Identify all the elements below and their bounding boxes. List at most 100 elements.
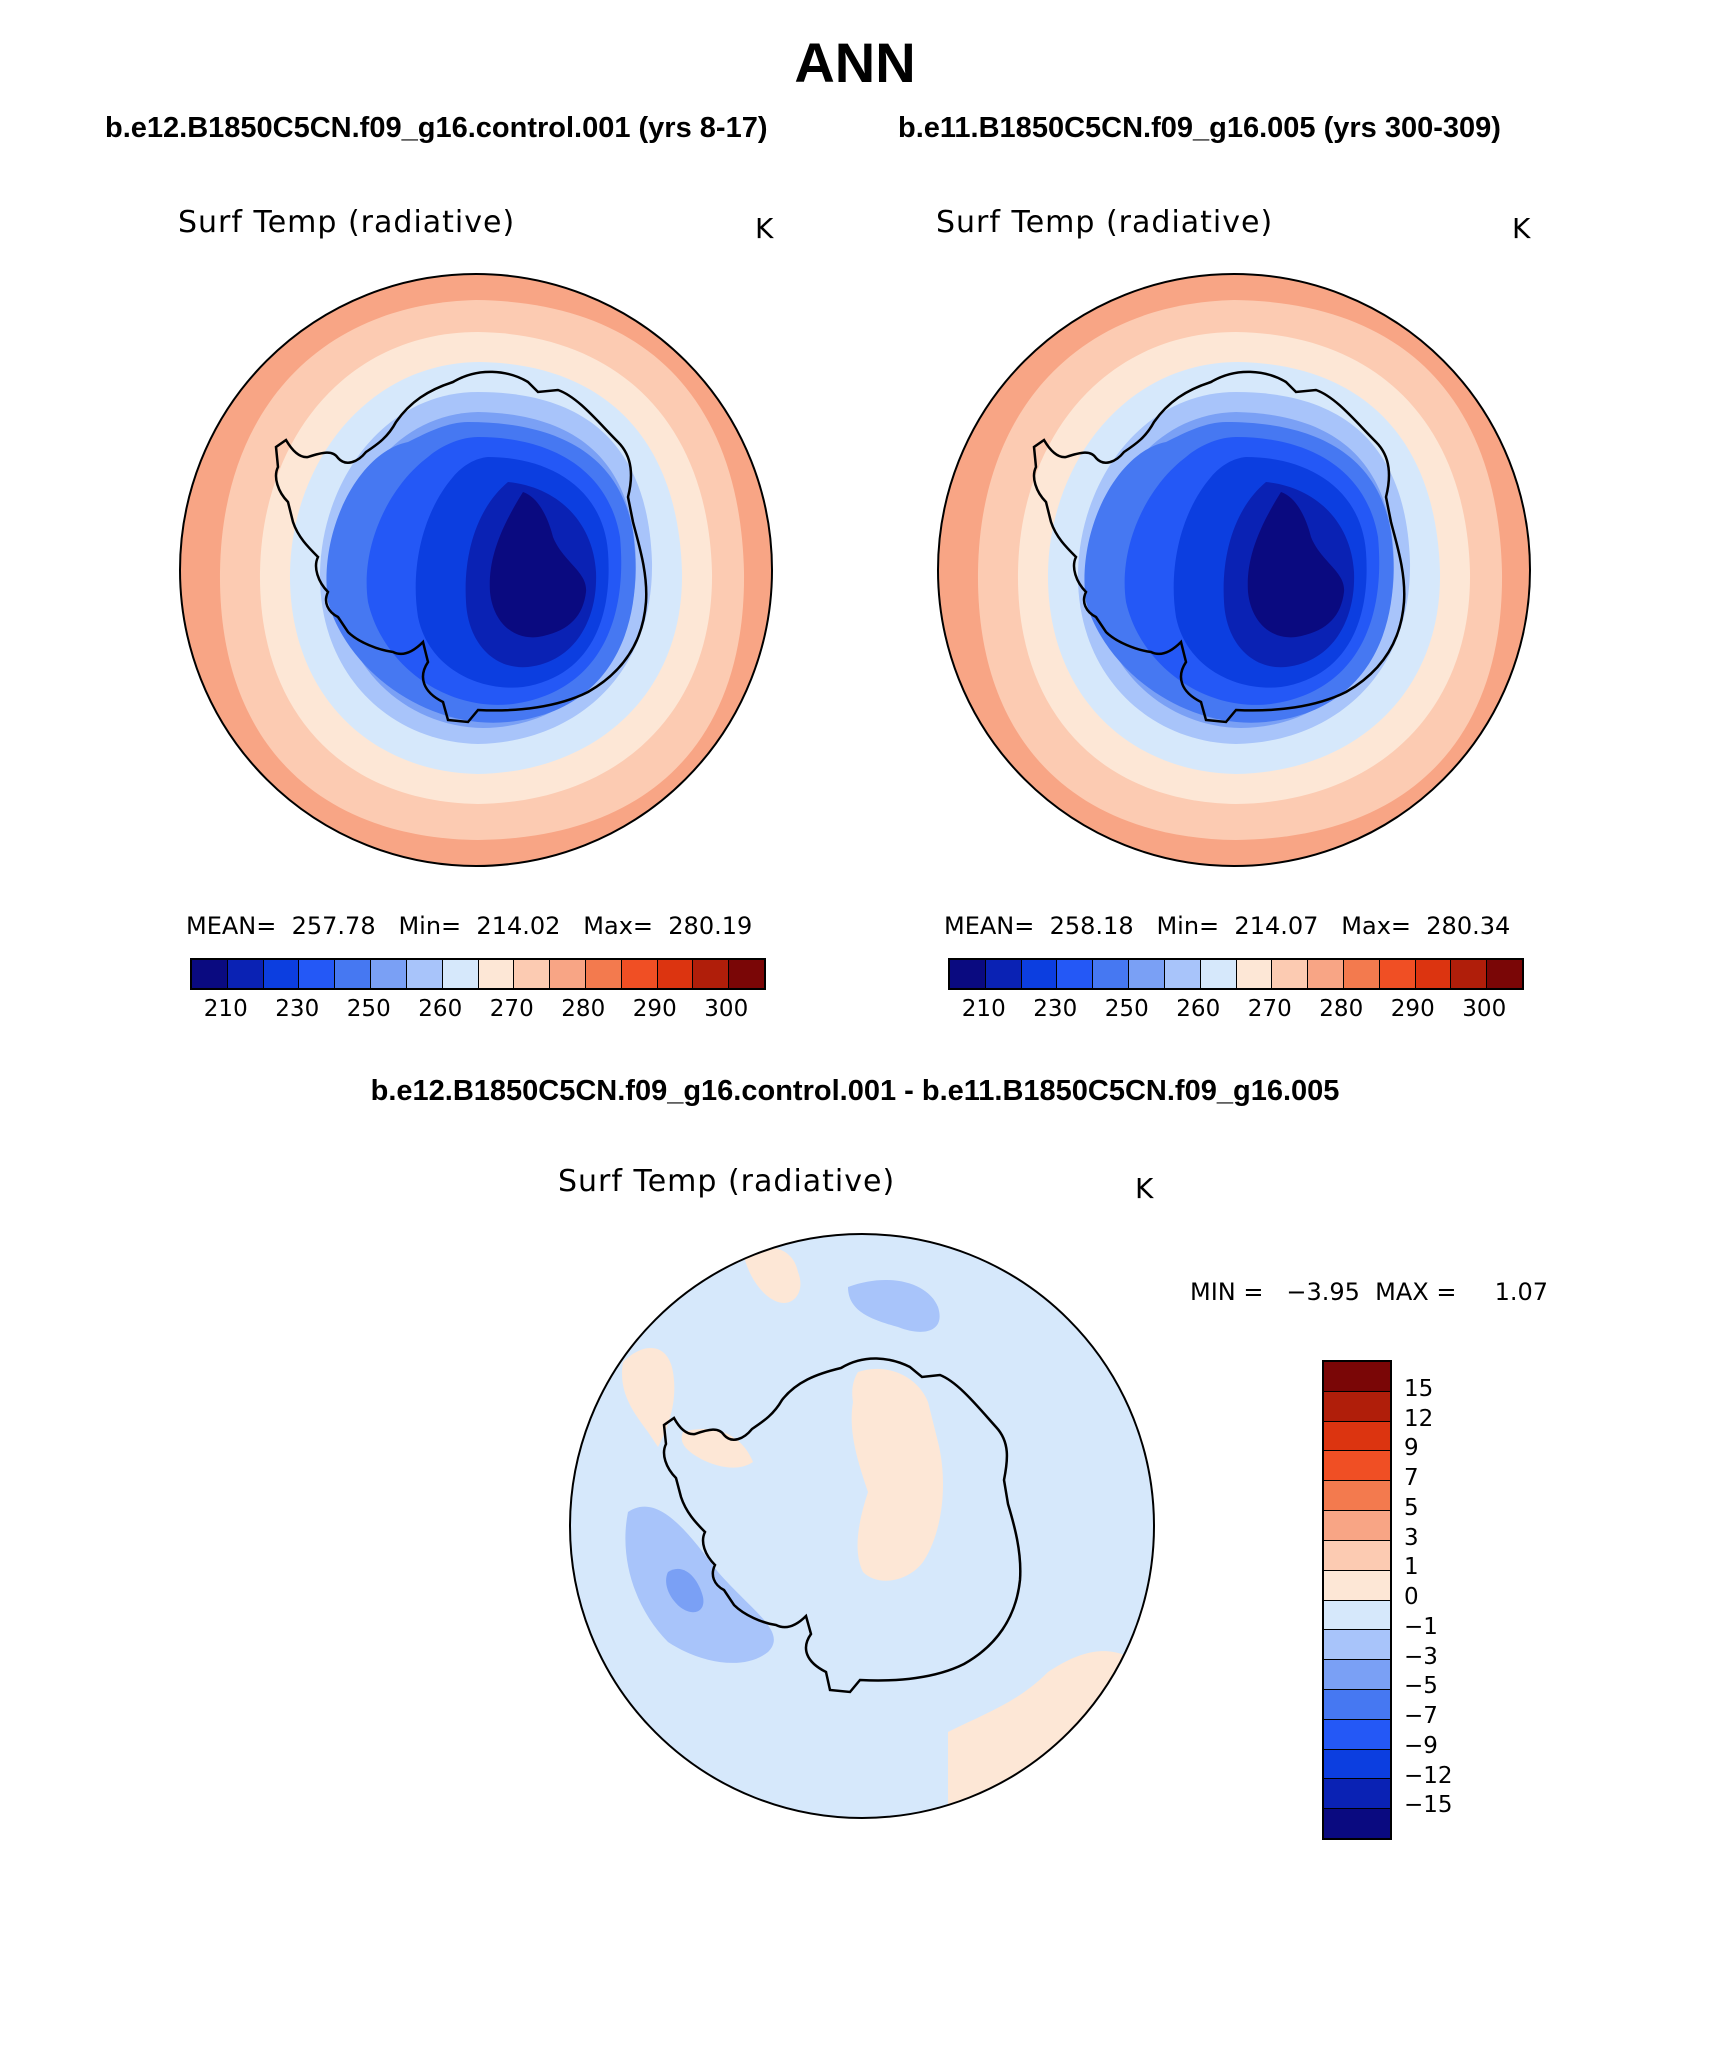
colorbar-swatch [1236,960,1273,988]
colorbar-tick-label: 0 [1404,1584,1419,1610]
panel1-polar-map [179,273,773,867]
colorbar-swatch [1324,1809,1390,1838]
difference-colorbar-labels: 15 12 9 7 5 3 1 0 −1 −3 −5 −7 −9 −12 −15 [1404,1360,1484,1836]
case2-title: b.e11.B1850C5CN.f09_g16.005 (yrs 300-309… [898,112,1501,144]
panel2-colorbar-labels: 210 230 250 260 270 280 290 300 [948,996,1524,1026]
panel2-colorbar [948,958,1524,990]
colorbar-swatch [657,960,694,988]
colorbar-tick-label: 280 [1319,996,1364,1022]
colorbar-swatch [406,960,443,988]
colorbar-swatch [1164,960,1201,988]
colorbar-swatch [1272,960,1309,988]
panel1-colorbar [190,958,766,990]
diff-unit: K [1135,1172,1154,1205]
colorbar-tick-label: 270 [1247,996,1292,1022]
panel2-variable-title: Surf Temp (radiative) [936,205,1274,240]
colorbar-swatch [1324,1779,1390,1810]
colorbar-tick-label: 15 [1404,1375,1434,1402]
colorbar-swatch [1021,960,1058,988]
case1-title: b.e12.B1850C5CN.f09_g16.control.001 (yrs… [105,112,768,144]
colorbar-swatch [514,960,551,988]
colorbar-swatch [299,960,336,988]
colorbar-swatch [1324,1362,1390,1392]
colorbar-tick-label: 12 [1404,1405,1434,1432]
diff-variable-title: Surf Temp (radiative) [558,1164,896,1199]
colorbar-swatch [1324,1391,1390,1422]
colorbar-tick-label: −1 [1404,1613,1438,1640]
colorbar-swatch [1324,1511,1390,1541]
colorbar-tick-label: −9 [1404,1732,1438,1759]
colorbar-swatch [1415,960,1452,988]
colorbar-swatch [1343,960,1380,988]
colorbar-tick-label: 250 [346,996,391,1022]
colorbar-tick-label: −15 [1404,1792,1453,1819]
colorbar-swatch [1324,1481,1390,1512]
colorbar-swatch [192,960,228,988]
colorbar-tick-label: 260 [418,996,463,1022]
colorbar-tick-label: 260 [1176,996,1221,1022]
colorbar-swatch [1451,960,1488,988]
colorbar-tick-label: 270 [489,996,534,1022]
colorbar-swatch [1324,1451,1390,1482]
colorbar-swatch [1324,1660,1390,1690]
colorbar-tick-label: 210 [961,996,1006,1022]
colorbar-tick-label: 250 [1104,996,1149,1022]
colorbar-swatch [1200,960,1237,988]
colorbar-swatch [263,960,300,988]
panel1-stats: MEAN= 257.78 Min= 214.02 Max= 280.19 [186,912,753,940]
colorbar-swatch [1379,960,1416,988]
panel2-stats: MEAN= 258.18 Min= 214.07 Max= 280.34 [944,912,1511,940]
colorbar-swatch [227,960,264,988]
colorbar-tick-label: 3 [1404,1524,1419,1551]
colorbar-tick-label: 280 [561,996,606,1022]
difference-polar-map [569,1233,1155,1819]
colorbar-swatch [371,960,407,988]
colorbar-swatch [478,960,515,988]
colorbar-swatch [1308,960,1344,988]
colorbar-swatch [621,960,658,988]
colorbar-tick-label: 230 [275,996,320,1022]
colorbar-swatch [1129,960,1165,988]
colorbar-swatch [1057,960,1094,988]
colorbar-swatch [1324,1540,1390,1571]
difference-title: b.e12.B1850C5CN.f09_g16.control.001 - b.… [370,1075,1340,1107]
difference-colorbar [1322,1360,1392,1840]
colorbar-swatch [1324,1749,1390,1780]
colorbar-tick-label: 300 [704,996,749,1022]
colorbar-swatch [1324,1630,1390,1661]
panel1-unit: K [755,212,774,245]
colorbar-tick-label: −12 [1404,1762,1453,1789]
colorbar-swatch [1324,1600,1390,1631]
colorbar-swatch [729,960,764,988]
colorbar-swatch [550,960,586,988]
panel1-colorbar-labels: 210 230 250 260 270 280 290 300 [190,996,766,1026]
colorbar-tick-label: 7 [1404,1465,1419,1491]
colorbar-swatch [585,960,622,988]
colorbar-swatch [442,960,479,988]
colorbar-swatch [1093,960,1130,988]
colorbar-tick-label: 300 [1462,996,1507,1022]
colorbar-swatch [950,960,986,988]
diff-stats: MIN = −3.95 MAX = 1.07 [1190,1278,1549,1306]
colorbar-swatch [335,960,372,988]
colorbar-tick-label: 230 [1033,996,1078,1022]
colorbar-swatch [985,960,1022,988]
colorbar-tick-label: 9 [1404,1435,1419,1462]
colorbar-swatch [1324,1689,1390,1720]
colorbar-tick-label: 5 [1404,1494,1419,1521]
colorbar-tick-label: −3 [1404,1643,1438,1670]
panel1-variable-title: Surf Temp (radiative) [178,205,516,240]
colorbar-tick-label: 1 [1404,1554,1419,1581]
colorbar-tick-label: −7 [1404,1703,1438,1729]
colorbar-swatch [1324,1421,1390,1452]
panel2-polar-map [937,273,1531,867]
page-title: ANN [794,31,916,94]
colorbar-swatch [1324,1570,1390,1601]
colorbar-swatch [1487,960,1522,988]
colorbar-swatch [1324,1719,1390,1750]
colorbar-tick-label: −5 [1404,1673,1438,1700]
colorbar-swatch [693,960,730,988]
panel2-unit: K [1512,212,1531,245]
colorbar-tick-label: 210 [203,996,248,1022]
colorbar-tick-label: 290 [632,996,677,1022]
